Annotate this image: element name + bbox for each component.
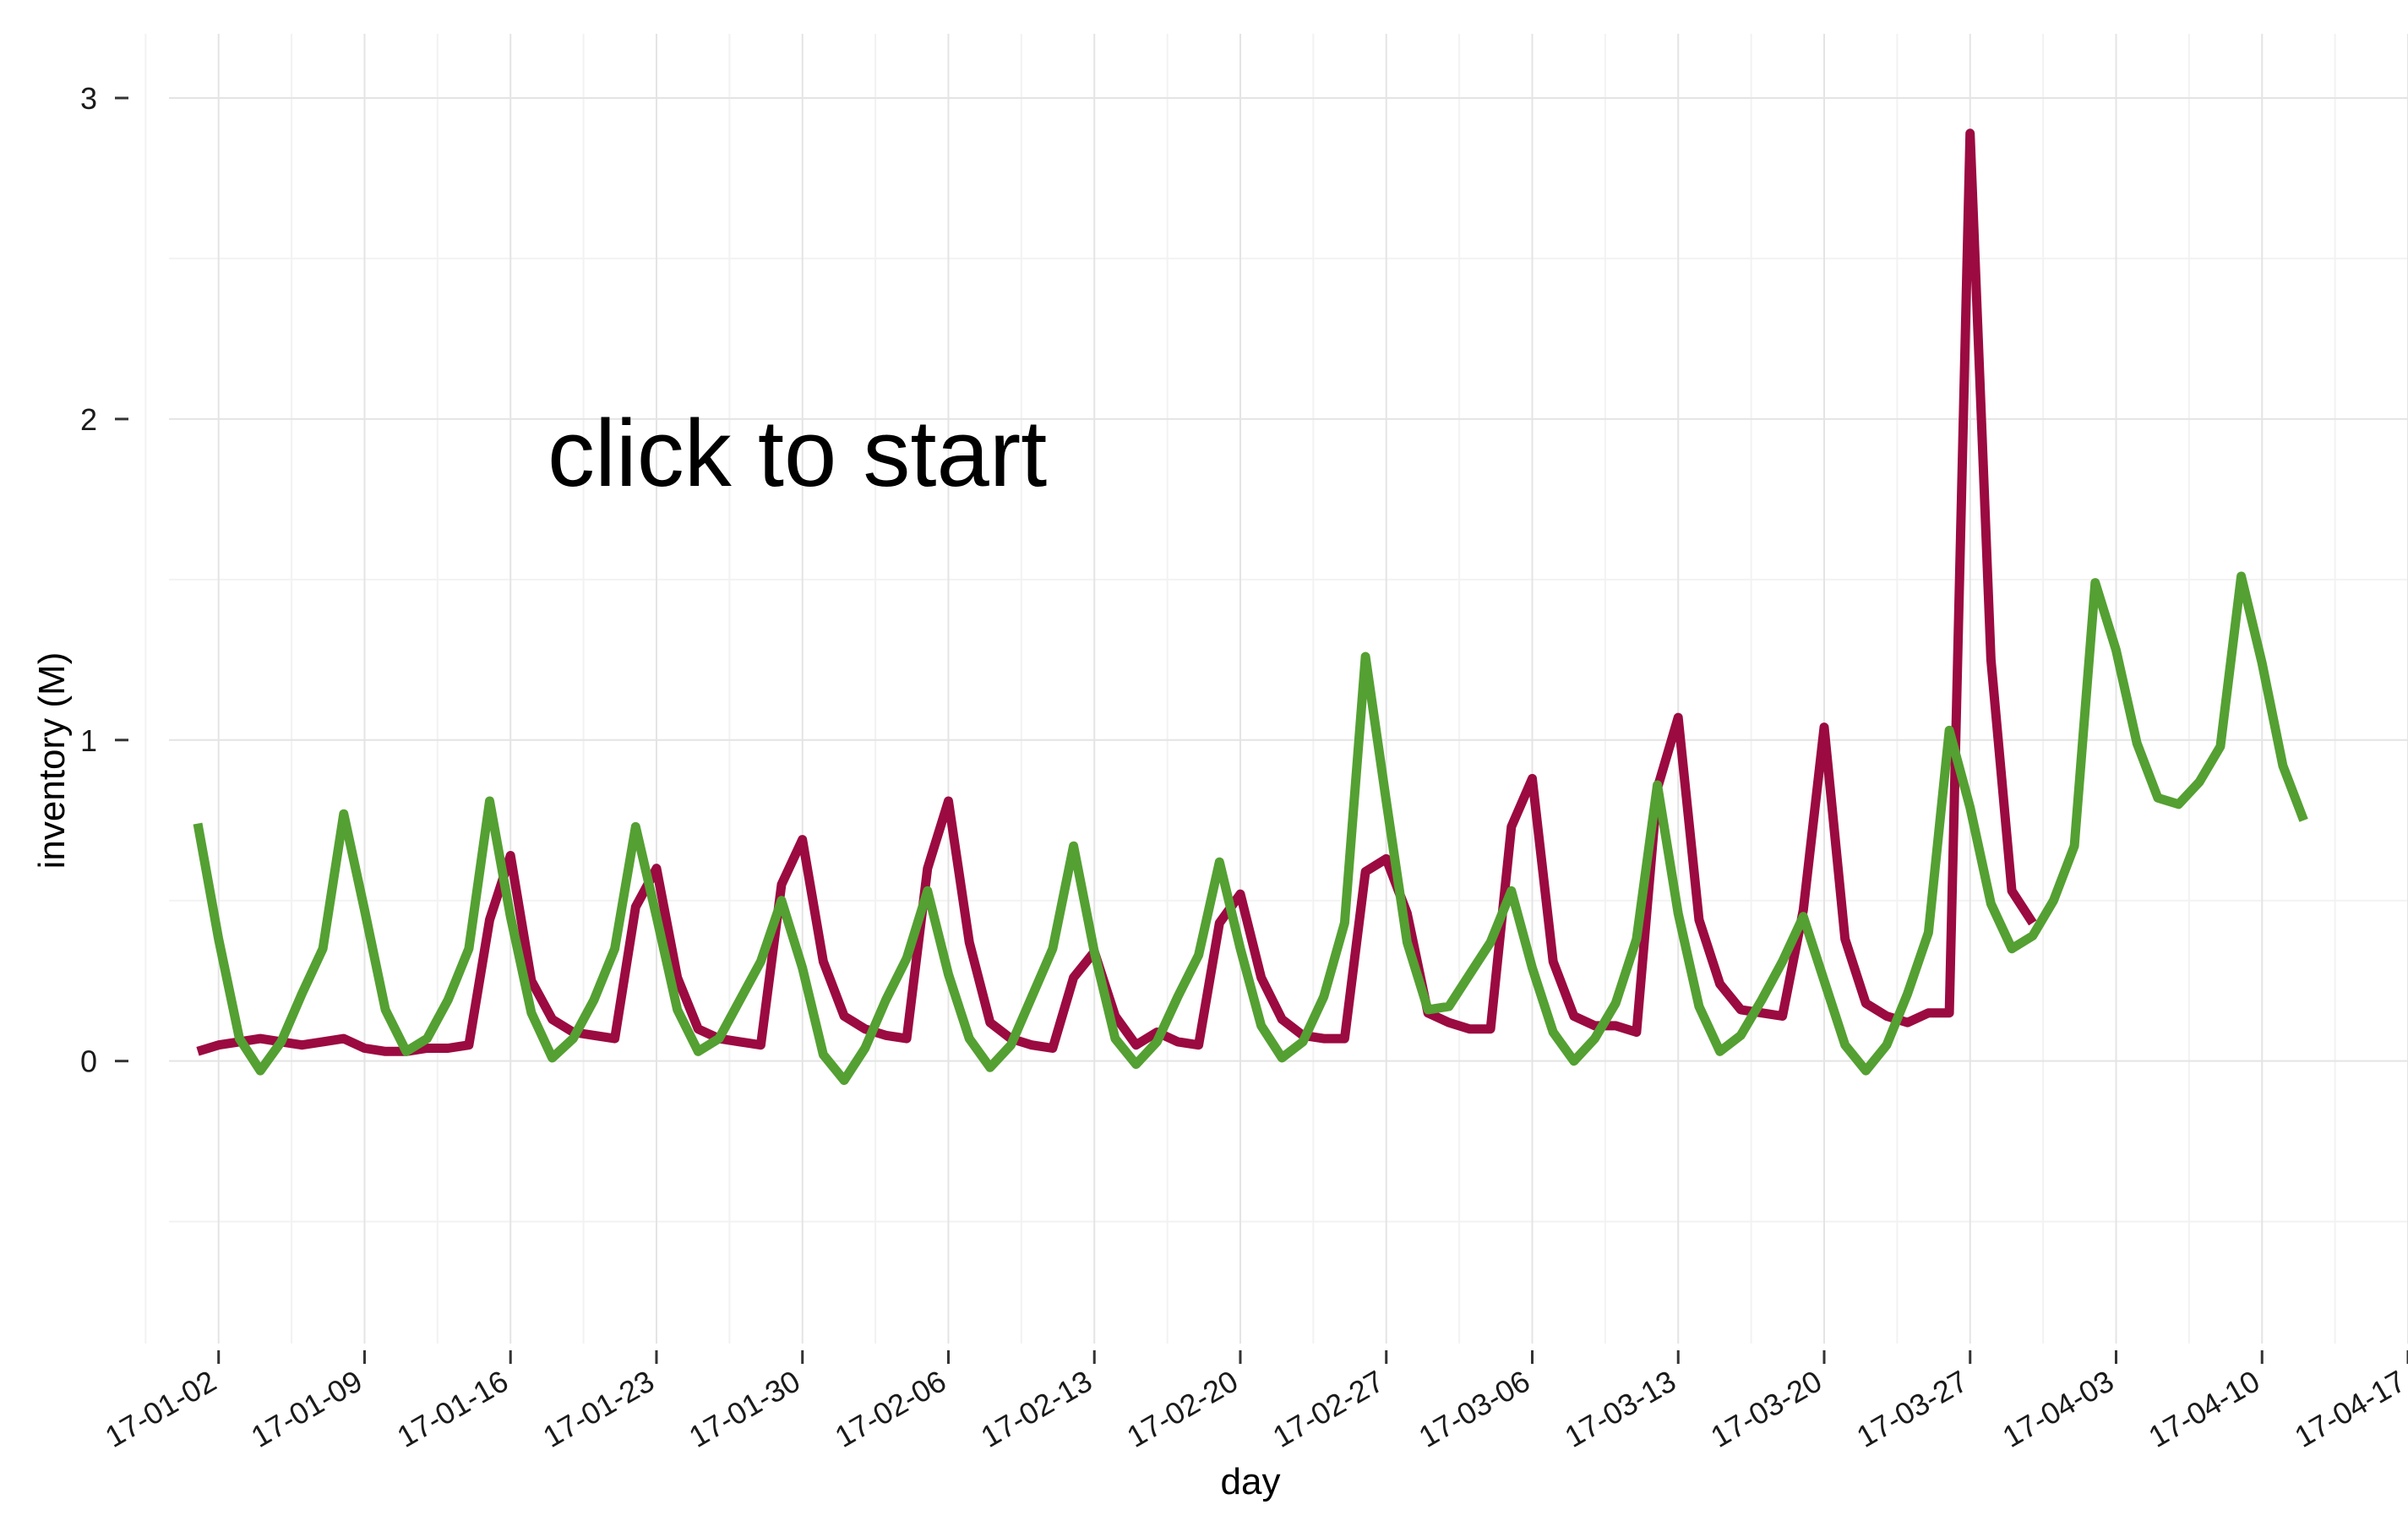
minor-gridlines-x	[144, 34, 2336, 1344]
x-tick-label: 17-03-13	[1559, 1363, 1681, 1454]
y-tick-label: 1	[80, 723, 97, 758]
x-tick-label: 17-04-10	[2143, 1363, 2265, 1454]
x-tick-label: 17-03-27	[1850, 1363, 1973, 1454]
x-tick-label: 17-01-16	[391, 1363, 514, 1454]
y-tick-label: 0	[80, 1044, 97, 1079]
major-gridlines-x	[217, 34, 2408, 1344]
x-tick-label: 17-02-20	[1121, 1363, 1244, 1454]
x-axis: 17-01-02 17-01-09 17-01-16 17-01-23 17-01-30…	[99, 1350, 2408, 1454]
x-tick-label: 17-04-03	[1997, 1363, 2119, 1454]
y-axis-title: inventory (M)	[31, 652, 73, 870]
major-gridlines-y	[169, 96, 2408, 1062]
y-tick-label: 2	[80, 402, 97, 437]
y-tick-label: 3	[80, 81, 97, 116]
x-tick-label: 17-03-20	[1705, 1363, 1828, 1454]
series-line-2	[193, 571, 2308, 1085]
x-tick-label: 17-01-30	[683, 1363, 805, 1454]
minor-gridlines-y	[169, 257, 2408, 1223]
x-tick-label: 17-02-27	[1267, 1363, 1389, 1454]
x-tick-label: 17-02-06	[829, 1363, 951, 1454]
x-tick-label: 17-02-13	[975, 1363, 1098, 1454]
click-to-start-annotation[interactable]: click to start	[548, 401, 1047, 506]
x-tick-label: 17-01-23	[537, 1363, 660, 1454]
series-layer	[193, 128, 2308, 1085]
x-tick-label: 17-01-09	[245, 1363, 368, 1454]
x-tick-label: 17-01-02	[99, 1363, 221, 1454]
y-axis: 0 1 2 3	[80, 81, 128, 1079]
x-tick-label: 17-03-06	[1413, 1363, 1535, 1454]
x-tick-label: 17-04-17	[2289, 1363, 2408, 1454]
x-axis-title: day	[1221, 1461, 1281, 1502]
